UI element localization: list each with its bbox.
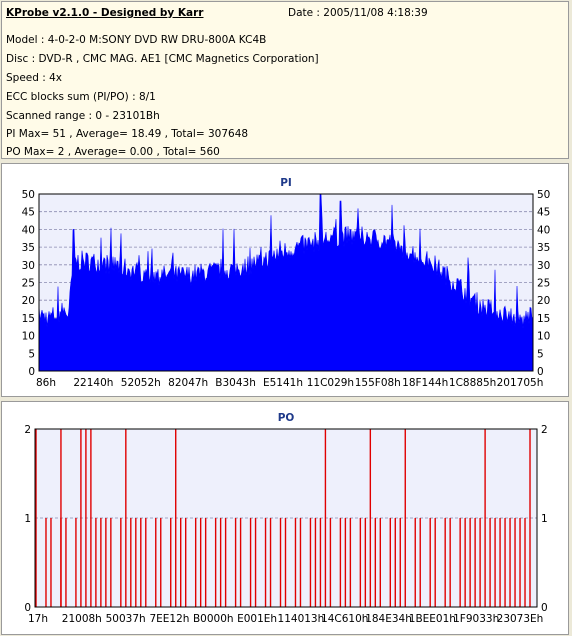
y-tick-label-left: 45 [22, 207, 35, 219]
y-tick-label-left: 35 [22, 242, 35, 254]
y-tick-label-left: 2 [24, 424, 31, 436]
y-tick-label-left: 0 [24, 602, 31, 614]
y-tick-label-left: 20 [22, 295, 35, 307]
y-tick-label-right: 5 [537, 348, 544, 360]
x-tick-label: 22140h [73, 377, 113, 389]
plot-border [34, 428, 538, 608]
x-tick-label: 1BEE01h [409, 613, 456, 625]
y-tick-label-left: 25 [22, 278, 35, 290]
info-range: Scanned range : 0 - 23101Bh [6, 110, 160, 122]
x-tick-label: 201705h [497, 377, 544, 389]
x-tick-label: 18F144h [402, 377, 448, 389]
y-tick-label-left: 10 [22, 331, 35, 343]
y-tick-label-right: 10 [537, 331, 550, 343]
y-tick-label-right: 30 [537, 260, 550, 272]
x-tick-label: 7EE12h [149, 613, 189, 625]
y-tick-label-right: 50 [537, 189, 550, 201]
x-tick-label: B0000h [193, 613, 234, 625]
pi-error-area [38, 193, 534, 372]
x-tick-label: 1C8885h [449, 377, 496, 389]
y-tick-label-right: 25 [537, 278, 550, 290]
info-ecc: ECC blocks sum (PI/PO) : 8/1 [6, 91, 156, 103]
y-tick-label-left: 50 [22, 189, 35, 201]
x-tick-label: E001Eh [237, 613, 277, 625]
x-tick-label: 86h [36, 377, 56, 389]
x-tick-label: 50037h [106, 613, 146, 625]
plot-border [38, 193, 534, 372]
y-tick-label-right: 20 [537, 295, 550, 307]
x-tick-label: 1F9033h [453, 613, 499, 625]
y-tick-label-right: 0 [537, 366, 544, 378]
x-tick-label: 14C610h [321, 613, 368, 625]
info-disc: Disc : DVD-R , CMC MAG. AE1 [CMC Magneti… [6, 53, 319, 65]
y-tick-label-left: 1 [24, 513, 31, 525]
x-tick-label: B3043h [215, 377, 256, 389]
y-tick-label-right: 40 [537, 224, 550, 236]
info-po-stats: PO Max= 2 , Average= 0.00 , Total= 560 [6, 146, 220, 158]
x-tick-label: 184E34h [365, 613, 412, 625]
x-tick-label: 23073Eh [497, 613, 544, 625]
chart-title: PI [280, 177, 292, 189]
y-tick-label-left: 40 [22, 224, 35, 236]
info-speed: Speed : 4x [6, 72, 63, 84]
pi-chart-panel: PI 0 0 5 5 10 10 15 15 20 20 25 25 30 30 35 35 40 40 45 45 50… [1, 163, 569, 397]
y-tick-label-right: 35 [537, 242, 550, 254]
x-tick-label: 21008h [62, 613, 102, 625]
y-tick-label-right: 1 [541, 513, 548, 525]
x-tick-label: 11C029h [307, 377, 354, 389]
info-panel: KProbe v2.1.0 - Designed by Karr Date : … [1, 1, 569, 159]
x-tick-label: E5141h [263, 377, 303, 389]
x-tick-label: 82047h [168, 377, 208, 389]
y-tick-label-right: 2 [541, 424, 548, 436]
po-chart: PO 0 0 1 1 2 2 17h 21008h 50037h 7EE12h B0000h E001E… [24, 412, 548, 625]
y-tick-label-left: 0 [28, 366, 35, 378]
chart-title: PO [278, 412, 295, 424]
x-tick-label: 155F08h [355, 377, 401, 389]
y-tick-label-left: 15 [22, 313, 35, 325]
po-chart-panel: PO 0 0 1 1 2 2 17h 21008h 50037h 7EE12h B0000h E001E… [1, 401, 569, 635]
y-tick-label-left: 5 [28, 348, 35, 360]
y-tick-label-right: 0 [541, 602, 548, 614]
x-tick-label: 17h [28, 613, 48, 625]
app-title: KProbe v2.1.0 - Designed by Karr [6, 7, 204, 19]
y-tick-label-right: 45 [537, 207, 550, 219]
info-model: Model : 4-0-2-0 M:SONY DVD RW DRU-800A K… [6, 34, 267, 46]
y-tick-label-right: 15 [537, 313, 550, 325]
scan-date: Date : 2005/11/08 4:18:39 [288, 7, 428, 19]
pi-chart: PI 0 0 5 5 10 10 15 15 20 20 25 25 30 30 35 35 40 40 45 45 50… [22, 177, 551, 389]
y-tick-label-left: 30 [22, 260, 35, 272]
x-tick-label: 52052h [121, 377, 161, 389]
info-pi-stats: PI Max= 51 , Average= 18.49 , Total= 307… [6, 128, 249, 140]
x-tick-label: 114013h [278, 613, 325, 625]
